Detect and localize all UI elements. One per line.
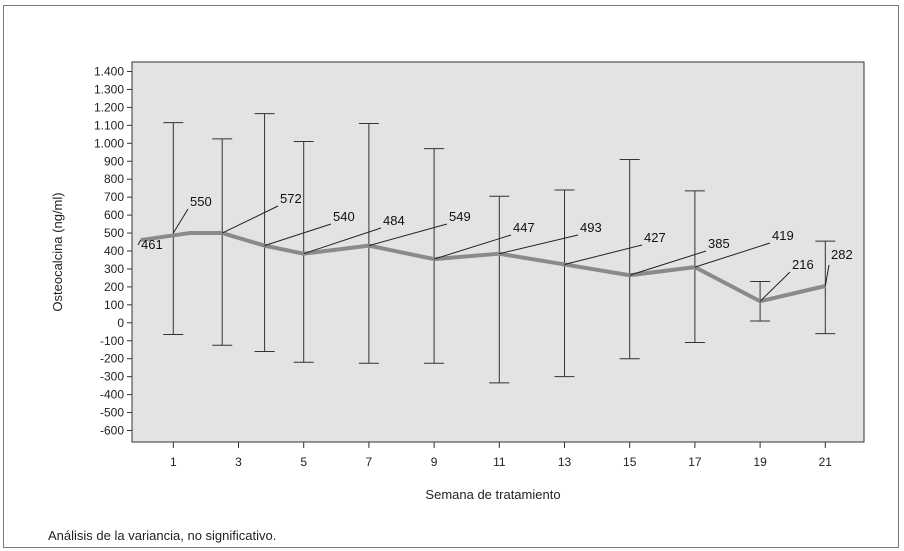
data-label-group: 216	[759, 257, 814, 302]
data-label-group: 282	[824, 247, 853, 287]
y-tick-label: 1.100	[94, 118, 124, 132]
y-tick-label: -500	[100, 406, 124, 420]
data-label: 484	[383, 213, 405, 228]
data-label: 216	[792, 257, 814, 272]
y-tick-label: -200	[100, 352, 124, 366]
x-tick-label: 15	[623, 455, 637, 469]
x-tick-label: 11	[493, 455, 506, 469]
x-tick-label: 17	[688, 455, 702, 469]
data-label: 540	[333, 209, 355, 224]
y-tick-label: 0	[117, 316, 124, 330]
leader-line	[694, 242, 771, 268]
footnote: Análisis de la variancia, no significati…	[48, 528, 277, 543]
x-tick-label: 3	[235, 455, 242, 469]
data-label: 447	[513, 220, 535, 235]
x-tick-label: 21	[819, 455, 833, 469]
data-labels: 461 550 572 540 484 549 447 493 427 385 419 216 282	[137, 191, 853, 302]
y-axis: 1.400 1.300 1.200 1.100 1.000 900 800 700 600 500…	[94, 65, 132, 438]
x-axis: 1 3 5 7 9 11 13 15 17 19 21	[170, 442, 832, 469]
x-tick-label: 1	[170, 455, 177, 469]
leader-line	[221, 205, 279, 234]
data-label-group: 461	[137, 237, 163, 252]
leader-line	[629, 250, 707, 276]
data-label: 549	[449, 209, 471, 224]
y-tick-label: 400	[104, 244, 124, 258]
error-bar	[619, 158, 640, 360]
x-tick-label: 5	[300, 455, 307, 469]
leader-line	[368, 223, 448, 247]
error-bar	[424, 148, 445, 364]
leader-line	[137, 239, 142, 246]
data-label-group: 419	[694, 228, 794, 268]
data-label: 550	[190, 194, 212, 209]
data-label-group: 550	[172, 194, 212, 234]
data-label: 385	[708, 236, 730, 251]
y-tick-label: 1.300	[94, 82, 124, 96]
leader-line	[303, 227, 382, 255]
y-tick-label: 800	[104, 172, 124, 186]
data-label: 427	[644, 230, 666, 245]
y-tick-label: 100	[104, 298, 124, 312]
data-label: 572	[280, 191, 302, 206]
y-tick-label: 600	[104, 208, 124, 222]
y-tick-label: 1.000	[94, 136, 124, 150]
error-bar	[212, 138, 233, 346]
error-bar	[254, 113, 275, 353]
data-label-group: 549	[368, 209, 471, 247]
data-label: 461	[141, 237, 163, 252]
error-bar	[489, 195, 510, 384]
error-bar	[554, 189, 575, 378]
y-tick-label: 700	[104, 190, 124, 204]
y-tick-label: 1.400	[94, 65, 124, 79]
data-label-group: 493	[499, 220, 602, 255]
data-label: 282	[831, 247, 853, 262]
y-axis-label: Osteocalcina (ng/ml)	[50, 192, 65, 311]
data-label: 419	[772, 228, 794, 243]
error-bar	[358, 123, 379, 364]
y-tick-label: 900	[104, 154, 124, 168]
data-label-group: 447	[433, 220, 535, 260]
y-tick-label: -400	[100, 388, 124, 402]
data-label: 493	[580, 220, 602, 235]
x-tick-label: 7	[366, 455, 373, 469]
error-bar	[163, 122, 184, 335]
leader-line	[172, 208, 189, 234]
data-label-group: 572	[221, 191, 302, 234]
data-label-group: 540	[264, 209, 355, 247]
y-tick-label: -300	[100, 370, 124, 384]
x-axis-label: Semana de tratamiento	[425, 487, 560, 502]
y-tick-label: 1.200	[94, 100, 124, 114]
x-tick-label: 9	[431, 455, 438, 469]
data-label-group: 427	[564, 230, 666, 265]
data-label-group: 385	[629, 236, 730, 276]
data-label-group: 484	[303, 213, 405, 255]
y-tick-label: 300	[104, 262, 124, 276]
y-tick-label: 200	[104, 280, 124, 294]
leader-line	[499, 234, 579, 255]
leader-line	[433, 234, 512, 260]
leader-line	[759, 271, 791, 302]
leader-line	[564, 244, 643, 265]
x-tick-label: 19	[753, 455, 767, 469]
y-tick-label: -600	[100, 424, 124, 438]
leader-line	[264, 223, 332, 247]
x-tick-label: 13	[558, 455, 572, 469]
y-tick-label: -100	[100, 334, 124, 348]
y-tick-label: 500	[104, 226, 124, 240]
leader-line	[824, 264, 830, 287]
